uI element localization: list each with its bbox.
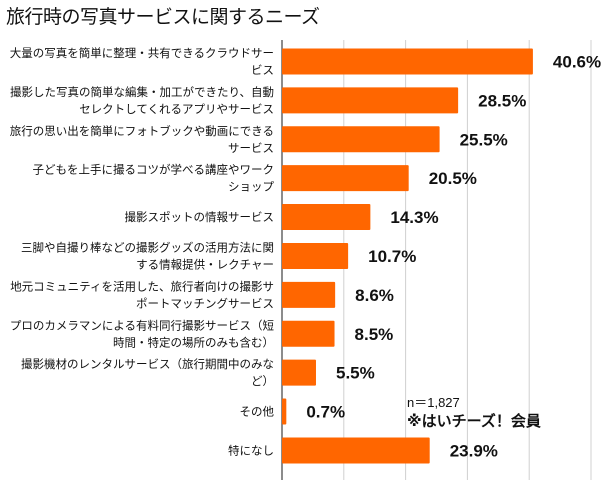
category-label: 子どもを上手に撮るコツが学べる講座やワークショップ — [33, 163, 275, 194]
category-label-line: 大量の写真を簡単に整理・共有できるクラウドサー — [10, 46, 274, 60]
category-label-line: ポートマッチングサービス — [136, 296, 274, 310]
data-label: 28.5% — [478, 91, 526, 110]
data-label: 5.5% — [336, 364, 375, 383]
category-label: プロのカメラマンによる有料同行撮影サービス（短時間・特定の場所のみも含む） — [10, 318, 275, 349]
bar — [282, 437, 430, 464]
data-label: 8.6% — [355, 286, 394, 305]
bar — [282, 281, 336, 308]
category-label: 撮影機材のレンタルサービス（旅行期間中のみなど） — [21, 357, 274, 388]
category-label: 地元コミュニティを活用した、旅行者向けの撮影サポートマッチングサービス — [10, 279, 274, 310]
category-label-line: 撮影した写真の簡単な編集・加工ができたり、自動 — [10, 85, 274, 99]
category-label: 特になし — [228, 443, 274, 457]
category-label-line: 三脚や自撮り棒などの撮影グッズの活用方法に関 — [21, 240, 274, 254]
bar — [282, 320, 335, 347]
category-label-line: その他 — [240, 405, 275, 419]
category-label: その他 — [240, 405, 275, 419]
category-label-line: 撮影機材のレンタルサービス（旅行期間中のみな — [21, 357, 274, 371]
category-label-line: ど） — [251, 374, 274, 388]
respondent-note: ※はいチーズ！会員 — [407, 412, 541, 430]
category-label-line: サービス — [228, 141, 274, 155]
category-label: 撮影した写真の簡単な編集・加工ができたり、自動セレクトしてくれるアプリやサービス — [10, 85, 274, 116]
chart-title: 旅行時の写真サービスに関するニーズ — [6, 6, 320, 28]
bar — [282, 398, 287, 425]
data-label: 10.7% — [368, 247, 416, 266]
data-label: 25.5% — [460, 130, 508, 149]
category-label-line: 旅行の思い出を簡単にフォトブックや動画にできる — [10, 124, 274, 138]
category-label-line: ビス — [251, 63, 274, 77]
category-label-line: 特になし — [228, 443, 274, 457]
category-label-line: 撮影スポットの情報サービス — [125, 210, 275, 224]
category-label-line: 子どもを上手に撮るコツが学べる講座やワーク — [33, 163, 275, 177]
category-label-line: プロのカメラマンによる有料同行撮影サービス（短 — [10, 318, 275, 332]
category-label-line: 地元コミュニティを活用した、旅行者向けの撮影サ — [10, 279, 274, 293]
category-label-line: する情報提供・レクチャー — [136, 257, 274, 271]
category-label-line: ショップ — [228, 180, 274, 194]
category-label-line: セレクトしてくれるアプリやサービス — [79, 102, 274, 116]
bar — [282, 165, 409, 192]
bar — [282, 87, 459, 114]
data-label: 14.3% — [390, 208, 438, 227]
category-label-line: 時間・特定の場所のみも含む） — [113, 335, 274, 349]
data-label: 0.7% — [306, 403, 345, 422]
bar — [282, 204, 371, 231]
data-label: 8.5% — [355, 325, 394, 344]
bar — [282, 126, 440, 153]
sample-size-note: n＝1,827 — [407, 395, 460, 410]
category-label: 大量の写真を簡単に整理・共有できるクラウドサービス — [10, 46, 274, 77]
category-label: 撮影スポットの情報サービス — [125, 210, 275, 224]
data-label: 40.6% — [553, 52, 601, 71]
category-label: 三脚や自撮り棒などの撮影グッズの活用方法に関する情報提供・レクチャー — [21, 240, 274, 271]
bar — [282, 359, 316, 386]
data-label: 20.5% — [429, 169, 477, 188]
bar — [282, 48, 533, 75]
data-label: 23.9% — [450, 441, 498, 460]
bar — [282, 242, 349, 269]
category-label: 旅行の思い出を簡単にフォトブックや動画にできるサービス — [10, 124, 274, 155]
